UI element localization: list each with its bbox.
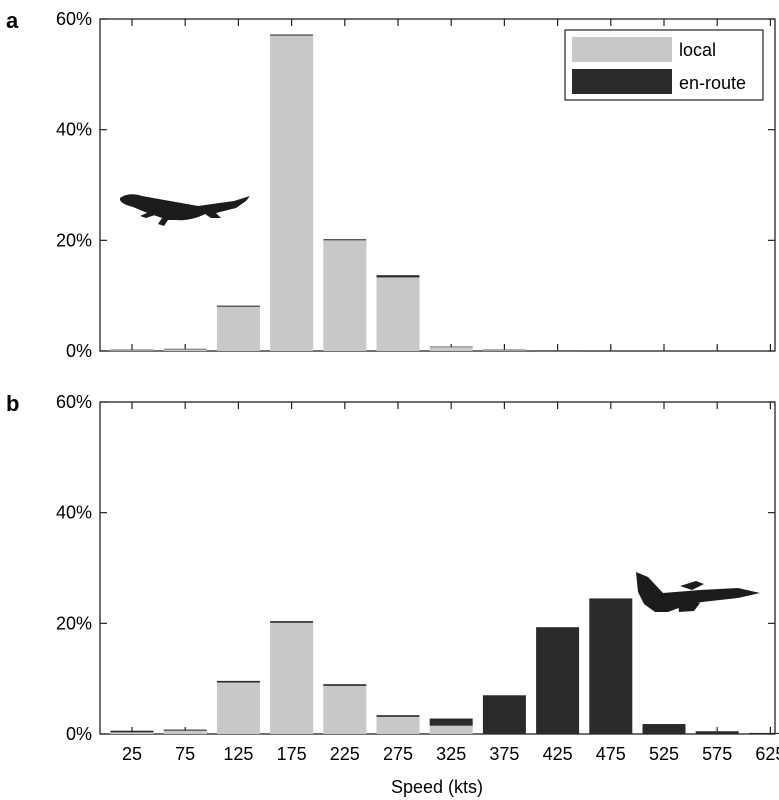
panel-b-bar-local-125	[216, 682, 260, 734]
panel-a-bar-en-route-25	[110, 349, 154, 351]
panel-a-bar-local-75	[163, 349, 207, 351]
legend-label-local: local	[679, 40, 716, 60]
panel-b-bar-en-route-375	[482, 695, 526, 734]
panel-a-bar-en-route-375	[482, 349, 526, 351]
panel-b-x-tick-label: 25	[122, 744, 142, 764]
panel-a-bar-local-325	[429, 347, 473, 351]
panel-b-bar-en-route-25	[110, 730, 154, 733]
panel-b-y-tick-label: 60%	[56, 392, 92, 412]
panel-a-bar-en-route-175	[270, 34, 314, 36]
panel-a-bar-en-route-275	[376, 275, 420, 278]
panel-b-x-tick-label: 225	[330, 744, 360, 764]
panel-a-y-tick-label: 60%	[56, 9, 92, 29]
panel-b-x-tick-label: 125	[223, 744, 253, 764]
panel-b-x-tick-label: 75	[175, 744, 195, 764]
panel-a-bar-en-route-325	[429, 346, 473, 348]
panel-b-bar-en-route-75	[163, 729, 207, 731]
panel-b-x-tick-label: 375	[489, 744, 519, 764]
panel-b-y-tick-label: 20%	[56, 613, 92, 633]
panel-a-bar-local-225	[323, 240, 367, 351]
panel-b-ticks	[100, 401, 775, 735]
panel-a-bars	[110, 34, 580, 352]
panel-b-x-tick-label: 575	[702, 744, 732, 764]
panel-a-bar-en-route-425	[536, 350, 580, 351]
panel-b-x-tick-label: 525	[649, 744, 679, 764]
panel-b-bar-en-route-225	[323, 684, 367, 686]
panel-a-bar-en-route-125	[216, 305, 260, 307]
panel-b-bars	[110, 598, 779, 734]
panel-b-bar-local-25	[110, 732, 154, 734]
panel-a-y-tick-label: 20%	[56, 230, 92, 250]
panel-b-bar-local-175	[270, 622, 314, 734]
airliner-silhouette-icon	[119, 194, 250, 226]
panel-b-label: b	[6, 391, 19, 416]
panel-b-x-tick-label: 475	[596, 744, 626, 764]
panel-b-bar-en-route-425	[536, 627, 580, 734]
panel-b-x-tick-label: 175	[277, 744, 307, 764]
panel-a-y-tick-labels: 0% 20% 40% 60%	[56, 9, 92, 361]
panel-b-bar-en-route-525	[642, 724, 686, 734]
panel-b-bar-en-route-125	[216, 680, 260, 683]
panel-a-bar-local-125	[216, 306, 260, 351]
panel-a-label: a	[6, 8, 19, 33]
panel-b-bar-en-route-275	[376, 715, 420, 717]
panel-b-y-tick-label: 40%	[56, 503, 92, 523]
panel-b-bar-local-225	[323, 685, 367, 734]
panel-b-x-tick-label: 425	[543, 744, 573, 764]
panel-b-x-tick-label: 625	[755, 744, 779, 764]
legend: local en-route	[564, 29, 764, 101]
legend-swatch-en-route	[572, 69, 672, 94]
panel-b-bar-en-route-175	[270, 621, 314, 623]
panel-b-y-tick-labels: 0% 20% 40% 60%	[56, 392, 92, 744]
panel-a-bar-local-175	[270, 35, 314, 351]
panel-b-bar-en-route-475	[589, 598, 633, 734]
panel-a-y-tick-label: 0%	[66, 341, 92, 361]
panel-b-x-tick-labels: 25 75 125 175 225 275 325 375 425 475 525 575 625	[122, 744, 779, 764]
panel-a-bar-en-route-75	[163, 348, 207, 350]
fighter-jet-silhouette-icon	[636, 572, 760, 612]
x-axis-title: Speed (kts)	[391, 777, 483, 797]
panel-b: b 0% 20% 40% 60% 25 75 125 175 225 275 325 375 425 4…	[6, 391, 779, 797]
panel-a: a 0% 20% 40% 60% local en-route	[6, 8, 776, 361]
panel-b-x-tick-label: 325	[436, 744, 466, 764]
panel-b-bar-en-route-625	[748, 732, 779, 734]
legend-swatch-local	[572, 37, 672, 62]
panel-b-bar-en-route-575	[695, 731, 739, 734]
panel-b-bar-local-75	[163, 730, 207, 734]
panel-b-bar-local-325	[429, 725, 473, 734]
panel-a-bar-local-275	[376, 277, 420, 351]
panel-a-bar-en-route-225	[323, 239, 367, 241]
panel-a-y-tick-label: 40%	[56, 120, 92, 140]
legend-label-en-route: en-route	[679, 73, 746, 93]
panel-a-bar-local-375	[482, 349, 526, 351]
panel-b-plot-frame	[99, 401, 776, 735]
panel-b-y-tick-label: 0%	[66, 724, 92, 744]
panel-b-bar-local-275	[376, 716, 420, 734]
panel-b-bar-en-route-325	[429, 718, 473, 726]
panel-b-x-tick-label: 275	[383, 744, 413, 764]
panel-a-bar-local-25	[110, 349, 154, 351]
